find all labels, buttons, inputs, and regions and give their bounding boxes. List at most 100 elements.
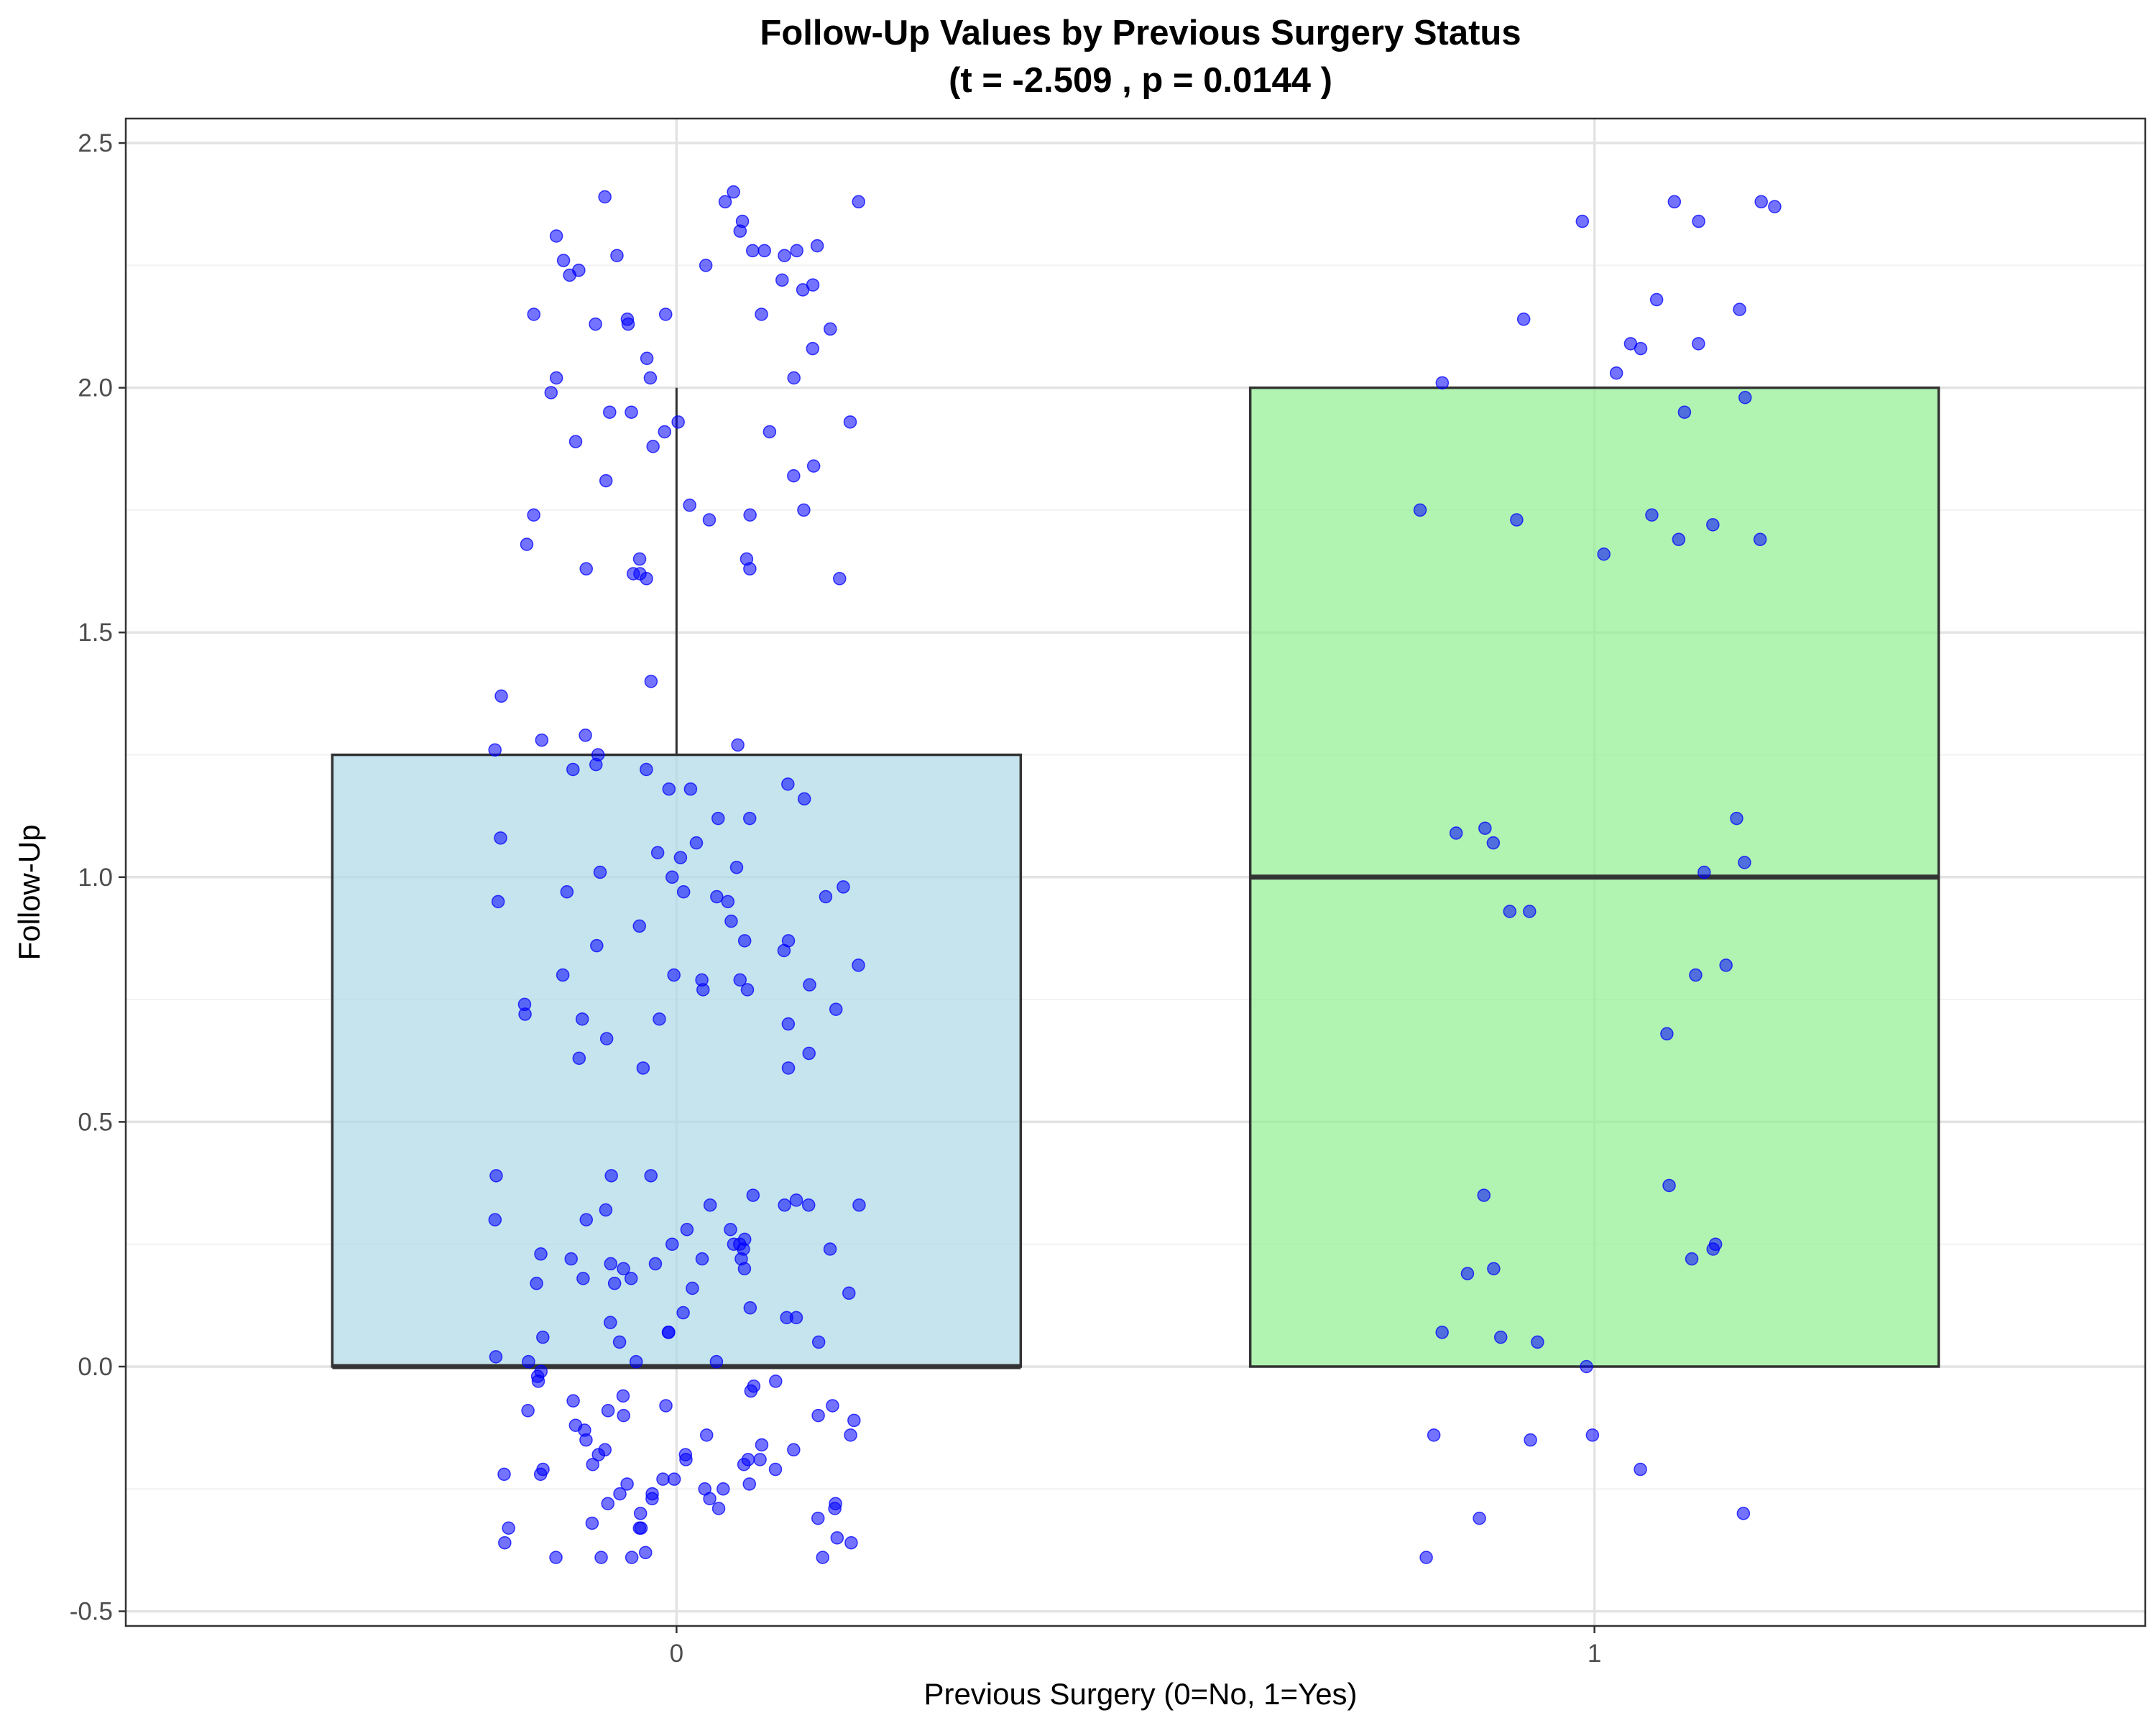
data-point [1413,503,1427,517]
data-point [842,1286,856,1300]
data-point [737,1262,752,1275]
data-point [810,239,824,253]
data-point [709,1354,724,1369]
data-point [733,973,747,987]
data-point [724,1223,737,1237]
data-point [1493,1330,1508,1344]
data-point [579,729,592,742]
data-point [1449,826,1463,840]
data-point [1706,518,1720,532]
data-point [823,1242,837,1256]
data-point [1768,200,1782,213]
data-point [683,782,698,796]
data-point [1736,1507,1751,1520]
data-point [852,958,865,972]
data-point [536,1330,550,1344]
data-point [603,405,617,419]
data-point [527,508,540,522]
data-point [1580,1359,1593,1374]
data-point [667,1472,681,1486]
data-point [781,1061,796,1075]
data-point [640,572,653,586]
data-point [601,1497,615,1510]
data-point [488,1213,502,1226]
data-point [1503,905,1517,918]
data-point [632,919,647,933]
data-point [488,743,502,757]
data-point [1634,1462,1647,1477]
data-point [753,1453,767,1466]
data-point [566,1394,580,1408]
data-point [645,1492,659,1506]
data-point [673,851,688,864]
data-point [624,1272,638,1285]
data-point [607,1276,622,1290]
data-point [662,782,676,796]
data-point [498,1535,512,1550]
data-point [502,1521,515,1535]
data-point [625,1551,639,1564]
data-point [1733,302,1746,316]
data-point [844,1428,857,1442]
data-point [787,1443,801,1457]
data-point [844,1535,858,1550]
data-point [533,1467,548,1482]
data-point [1419,1551,1433,1564]
data-point [676,884,691,899]
chart-title: Follow-Up Values by Previous Surgery Sta… [760,14,1521,52]
data-point [686,1281,699,1295]
data-point [650,846,665,860]
data-point [1478,821,1492,835]
data-point [1575,214,1590,228]
chart-subtitle: (t = -2.509 , p = 0.0144 ) [949,61,1332,100]
data-point [826,1399,839,1413]
data-point [1460,1267,1475,1280]
data-point [521,1404,535,1418]
data-point [757,244,771,258]
data-point [743,508,757,522]
data-point [671,415,685,429]
data-point [1719,958,1733,972]
data-point [789,1193,803,1207]
data-point [589,757,603,772]
data-point [531,1374,545,1388]
data-point [727,185,740,199]
data-point [494,831,507,845]
data-point [644,1169,658,1183]
data-point [599,1032,614,1045]
data-point [617,1262,630,1275]
data-point [1692,337,1705,351]
data-point [1609,366,1623,380]
data-point [1738,856,1751,869]
data-point [724,914,738,928]
box-0 [331,753,1023,1368]
data-point [837,880,850,894]
data-point [636,1061,650,1075]
data-point [497,1467,511,1482]
data-point [710,890,724,904]
data-point [811,1335,826,1349]
data-point [699,259,713,272]
data-point [729,860,744,874]
data-point [494,689,508,703]
data-point [852,195,865,209]
data-point [787,469,801,483]
data-point [556,254,571,267]
y-tick-label: 1.0 [78,864,113,892]
x-tick-label: 1 [1588,1640,1601,1668]
data-point [610,249,624,262]
data-point [579,1213,594,1226]
data-point [594,1551,608,1564]
data-point [718,195,732,209]
data-point [768,1462,783,1477]
data-point [1524,1433,1537,1447]
data-point [833,572,847,586]
data-point [527,308,541,321]
data-point [1692,214,1705,228]
data-point [1738,391,1752,405]
data-point [549,371,563,385]
data-point [522,1354,535,1369]
data-point [802,1046,816,1061]
data-point [576,1272,590,1285]
data-point [665,870,679,884]
